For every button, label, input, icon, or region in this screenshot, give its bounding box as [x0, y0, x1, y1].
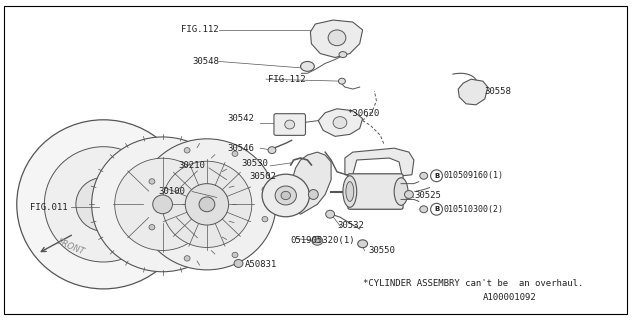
Ellipse shape — [343, 176, 356, 207]
Ellipse shape — [149, 225, 155, 230]
Text: 010509160(1): 010509160(1) — [444, 171, 504, 180]
Text: 30542: 30542 — [227, 114, 254, 123]
Polygon shape — [318, 109, 363, 136]
Text: 30558: 30558 — [485, 86, 512, 96]
Ellipse shape — [301, 61, 314, 71]
Ellipse shape — [138, 139, 276, 270]
Text: FIG.011: FIG.011 — [29, 203, 67, 212]
Ellipse shape — [162, 161, 252, 247]
Ellipse shape — [232, 151, 238, 156]
Ellipse shape — [232, 252, 238, 258]
Ellipse shape — [185, 184, 228, 225]
Ellipse shape — [358, 240, 367, 248]
Ellipse shape — [199, 197, 215, 212]
Ellipse shape — [339, 78, 346, 84]
Ellipse shape — [234, 260, 243, 268]
Text: FIG.112: FIG.112 — [181, 25, 219, 35]
Ellipse shape — [149, 179, 155, 184]
Ellipse shape — [339, 52, 347, 58]
Polygon shape — [345, 148, 414, 176]
Circle shape — [431, 203, 442, 215]
Text: 30210: 30210 — [178, 161, 205, 171]
Polygon shape — [310, 20, 363, 58]
Text: 30100: 30100 — [158, 187, 185, 196]
Ellipse shape — [404, 190, 413, 198]
Ellipse shape — [328, 30, 346, 46]
Ellipse shape — [184, 256, 190, 261]
Text: 30502: 30502 — [249, 172, 276, 181]
Text: 30550: 30550 — [369, 246, 396, 255]
Text: 051905320(1): 051905320(1) — [291, 236, 355, 245]
Text: 30530: 30530 — [241, 159, 268, 168]
Ellipse shape — [93, 195, 113, 214]
Circle shape — [431, 170, 442, 182]
Polygon shape — [458, 79, 488, 105]
Text: FRONT: FRONT — [56, 237, 86, 256]
Ellipse shape — [262, 216, 268, 222]
Ellipse shape — [275, 186, 296, 205]
Ellipse shape — [315, 239, 320, 243]
Text: *CYLINDER ASSEMBRY can't be  an overhaul.: *CYLINDER ASSEMBRY can't be an overhaul. — [363, 279, 583, 288]
Ellipse shape — [184, 148, 190, 153]
Ellipse shape — [333, 117, 347, 128]
Ellipse shape — [115, 158, 211, 251]
Ellipse shape — [92, 137, 234, 272]
Circle shape — [308, 189, 318, 199]
Text: B: B — [434, 206, 439, 212]
FancyBboxPatch shape — [274, 114, 305, 135]
Ellipse shape — [281, 191, 291, 200]
Ellipse shape — [420, 172, 428, 179]
Ellipse shape — [346, 182, 354, 201]
FancyBboxPatch shape — [348, 174, 403, 209]
Ellipse shape — [394, 178, 408, 205]
Text: 30532: 30532 — [337, 220, 364, 229]
Text: A100001092: A100001092 — [483, 293, 536, 302]
Ellipse shape — [312, 236, 323, 245]
Ellipse shape — [153, 195, 172, 214]
Ellipse shape — [262, 174, 309, 217]
Text: 30546: 30546 — [227, 144, 254, 153]
Ellipse shape — [268, 147, 276, 154]
Text: FIG.112: FIG.112 — [268, 75, 306, 84]
Text: B: B — [434, 173, 439, 179]
Ellipse shape — [17, 120, 190, 289]
Polygon shape — [292, 152, 331, 214]
Ellipse shape — [262, 187, 268, 192]
Ellipse shape — [44, 147, 163, 262]
Ellipse shape — [285, 120, 294, 129]
Text: A50831: A50831 — [244, 260, 276, 269]
Text: 010510300(2): 010510300(2) — [444, 205, 504, 214]
Ellipse shape — [420, 206, 428, 213]
Ellipse shape — [76, 178, 131, 231]
Ellipse shape — [326, 210, 335, 218]
Text: *30620: *30620 — [347, 109, 379, 118]
Text: 30525: 30525 — [414, 191, 441, 200]
Text: 30548: 30548 — [192, 57, 219, 66]
